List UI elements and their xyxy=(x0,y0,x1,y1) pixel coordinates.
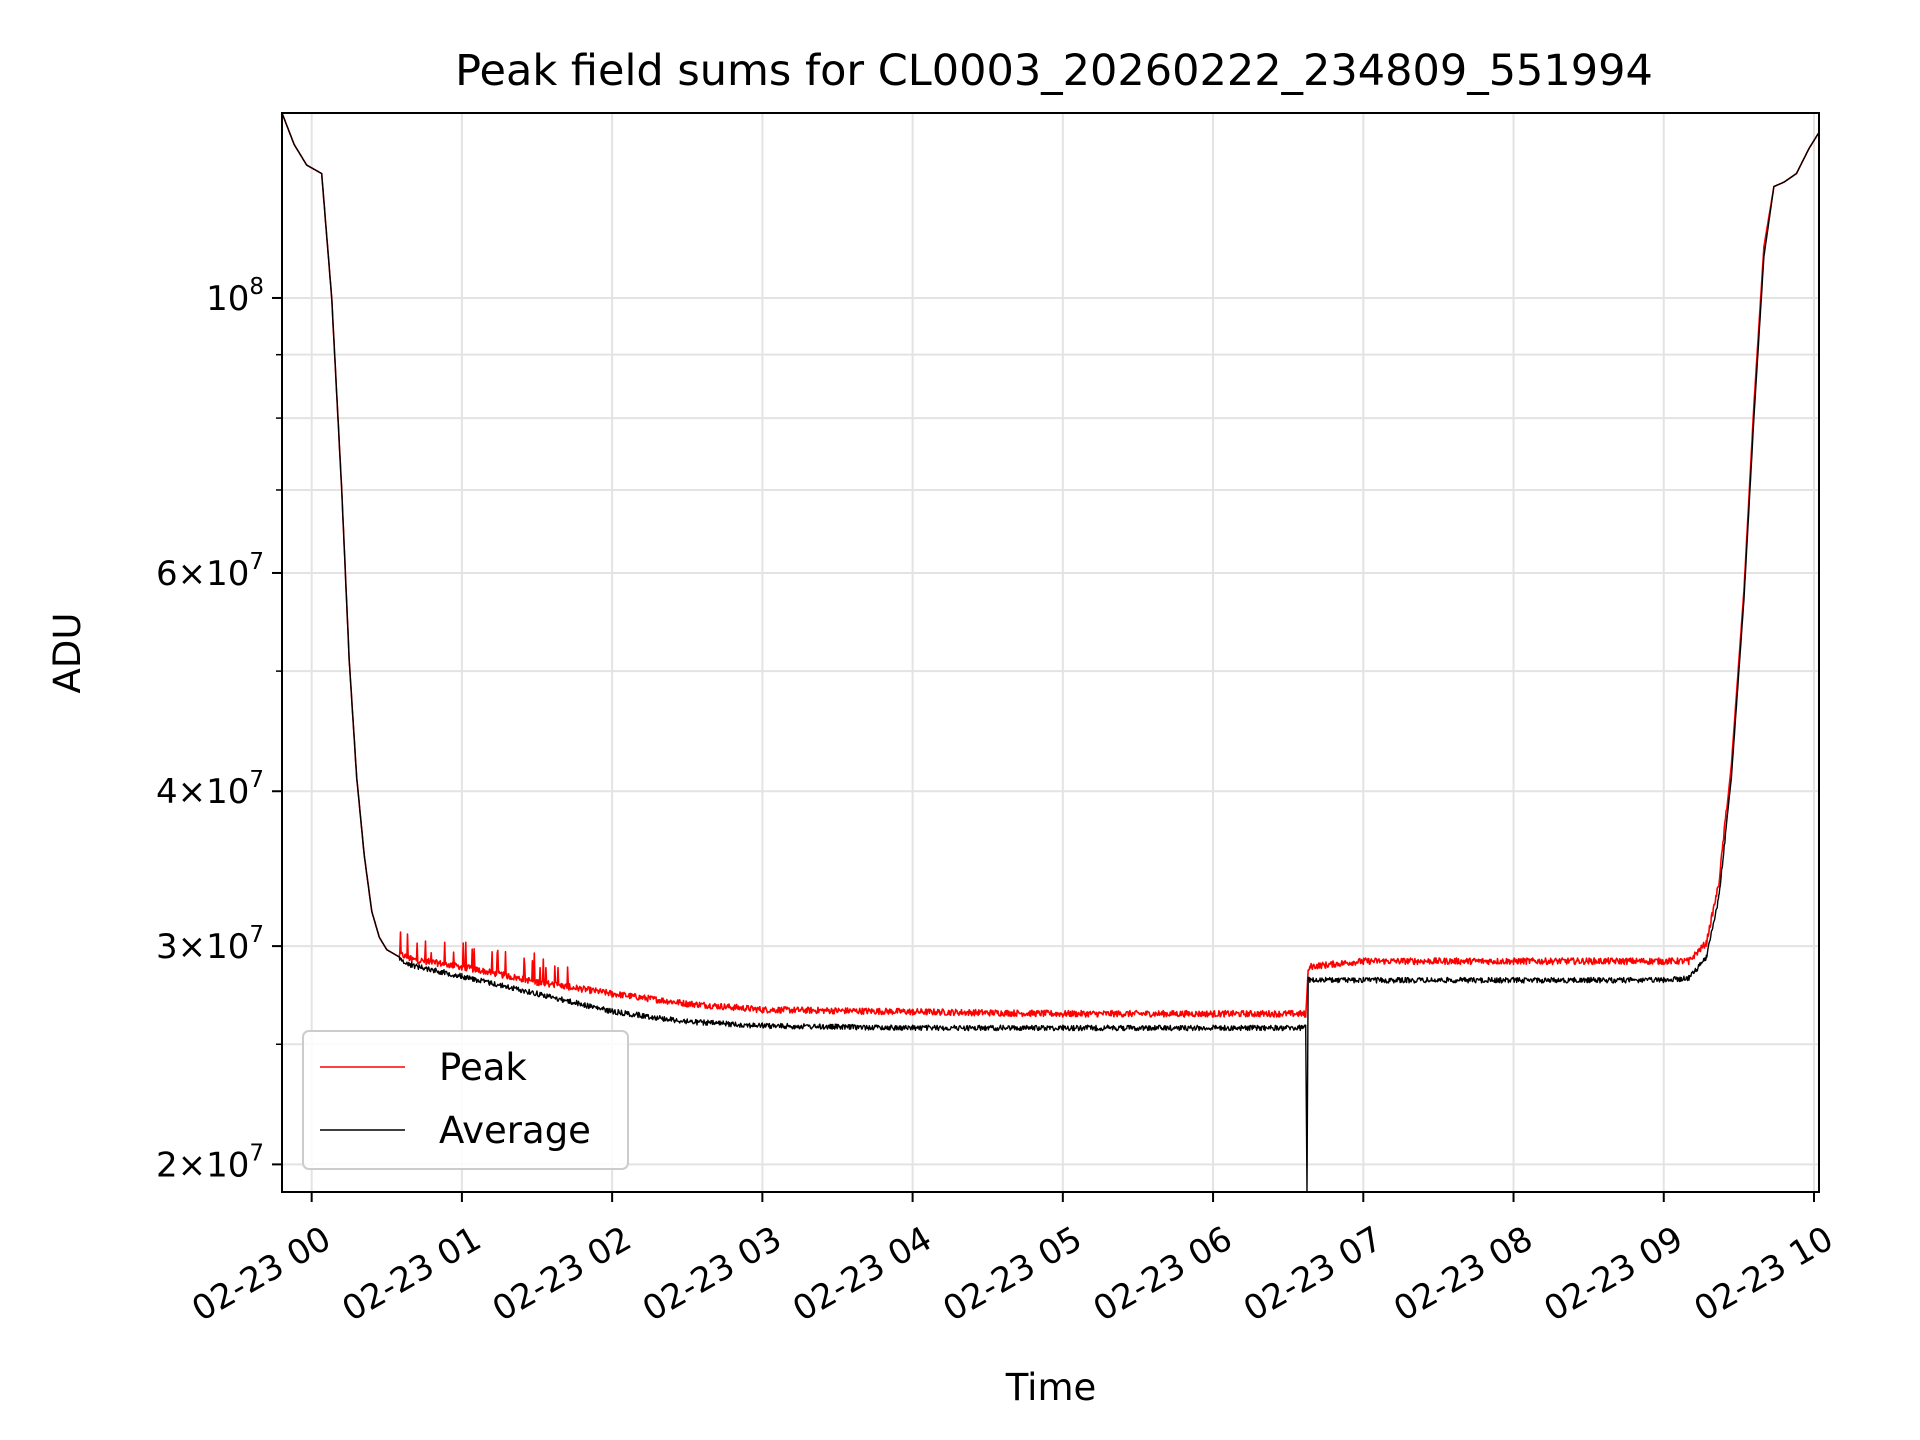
x-tick-label: 02-23 00 xyxy=(185,1219,337,1330)
x-tick-label: 02-23 05 xyxy=(937,1219,1089,1330)
y-tick-label: 2×107 xyxy=(156,1140,264,1185)
series-line-peak xyxy=(282,113,1819,1018)
legend-label-average: Average xyxy=(439,1109,591,1152)
legend: Peak Average xyxy=(302,1030,629,1170)
plot-frame xyxy=(281,112,1820,1193)
x-tick-label: 02-23 06 xyxy=(1087,1219,1239,1330)
chart-title: Peak field sums for CL0003_20260222_2348… xyxy=(455,46,1653,96)
x-axis-label: Time xyxy=(1005,1366,1097,1409)
x-tick-label: 02-23 04 xyxy=(786,1219,938,1330)
series-line-average xyxy=(282,113,1819,1192)
legend-box xyxy=(302,1030,629,1170)
x-tick-label: 02-23 02 xyxy=(486,1219,638,1330)
x-tick-label: 02-23 10 xyxy=(1688,1219,1840,1330)
y-tick-label: 4×107 xyxy=(156,767,264,812)
x-tick-label: 02-23 07 xyxy=(1237,1219,1389,1330)
x-tick-label: 02-23 08 xyxy=(1387,1219,1539,1330)
y-tick-label: 108 xyxy=(206,274,264,319)
y-axis-ticks: 2×107 3×107 4×107 6×107 108 xyxy=(156,274,282,1185)
x-tick-label: 02-23 03 xyxy=(636,1219,788,1330)
x-tick-label: 02-23 01 xyxy=(336,1219,488,1330)
series-group xyxy=(282,113,1819,1192)
y-tick-label: 3×107 xyxy=(156,922,264,967)
legend-label-peak: Peak xyxy=(439,1046,527,1089)
y-axis-label: ADU xyxy=(46,613,89,694)
y-tick-label: 6×107 xyxy=(156,549,264,594)
x-tick-label: 02-23 09 xyxy=(1537,1219,1689,1330)
